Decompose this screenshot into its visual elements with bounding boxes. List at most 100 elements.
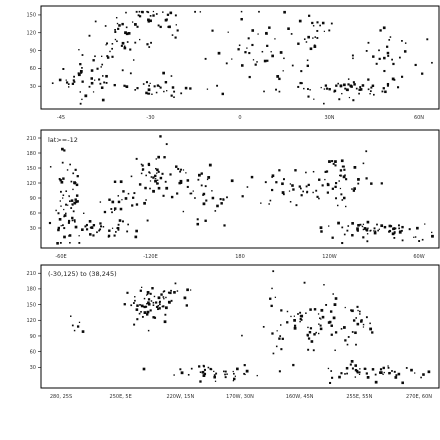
scatter-point <box>370 86 373 89</box>
scatter-point <box>68 195 70 197</box>
scatter-point <box>92 234 95 237</box>
scatter-point <box>374 380 378 384</box>
scatter-point <box>246 47 248 49</box>
scatter-point <box>306 333 309 336</box>
scatter-point <box>90 226 94 229</box>
scatter-point <box>321 184 324 187</box>
scatter-point <box>103 81 106 84</box>
scatter-point <box>70 315 72 317</box>
scatter-point <box>162 71 165 75</box>
scatter-point <box>160 293 163 296</box>
scatter-point <box>142 367 146 371</box>
scatter-point <box>397 372 401 376</box>
scatter-point <box>137 14 140 17</box>
scatter-point <box>169 173 172 176</box>
scatter-point <box>386 84 389 87</box>
scatter-point <box>335 84 338 87</box>
scatter-point <box>352 99 355 102</box>
scatter-point <box>94 20 97 23</box>
scatter-point <box>121 69 124 72</box>
scatter-point <box>179 181 183 184</box>
scatter-point <box>319 324 322 327</box>
scatter-point <box>330 333 333 336</box>
scatter-point <box>303 87 305 90</box>
scatter-point <box>317 332 320 335</box>
scatter-point <box>161 172 164 175</box>
scatter-point <box>81 67 83 69</box>
scatter-point <box>62 68 65 70</box>
scatter-point <box>335 182 338 185</box>
scatter-point <box>168 25 171 29</box>
scatter-point <box>319 24 321 27</box>
scatter-point <box>312 349 315 352</box>
scatter-point <box>150 300 153 302</box>
scatter-point <box>164 180 167 183</box>
scatter-point <box>379 29 382 32</box>
scatter-point <box>244 51 247 54</box>
scatter-point <box>117 228 120 231</box>
scatter-point <box>337 221 340 225</box>
scatter-point <box>72 79 75 82</box>
scatter-point <box>373 231 377 235</box>
x-tick-label: 180 <box>235 254 245 260</box>
scatter-point <box>147 163 151 167</box>
x-tick-label: -30 <box>146 115 154 121</box>
scatter-point <box>414 236 417 238</box>
scatter-point <box>357 224 359 226</box>
scatter-point <box>152 189 155 193</box>
scatter-point <box>224 370 227 373</box>
scatter-point <box>223 370 225 373</box>
scatter-point <box>358 88 361 91</box>
scatter-point <box>393 227 396 229</box>
scatter-point <box>366 220 370 224</box>
scatter-point <box>157 155 160 159</box>
scatter-point <box>130 304 133 307</box>
scatter-point <box>73 329 76 332</box>
scatter-point <box>166 90 168 92</box>
scatter-point <box>318 178 321 181</box>
scatter-point <box>383 56 386 60</box>
scatter-point <box>90 77 94 80</box>
scatter-point <box>240 17 243 21</box>
scatter-point <box>120 44 123 47</box>
y-tick-label: 90 <box>30 48 36 54</box>
scatter-point <box>251 43 254 47</box>
scatter-point <box>115 16 118 19</box>
scatter-point <box>149 180 152 182</box>
scatter-point <box>354 364 358 367</box>
scatter-point <box>72 210 75 213</box>
scatter-point <box>431 61 433 64</box>
scatter-point <box>307 95 310 98</box>
scatter-point <box>386 51 390 55</box>
scatter-point <box>158 85 161 87</box>
scatter-point <box>364 227 366 229</box>
scatter-point <box>213 370 215 373</box>
scatter-point <box>173 291 176 294</box>
scatter-point <box>125 85 129 89</box>
scatter-point <box>332 162 335 165</box>
scatter-point <box>157 24 160 27</box>
scatter-point <box>159 25 162 29</box>
scatter-point <box>155 177 157 180</box>
scatter-point <box>269 297 272 300</box>
scatter-point <box>88 220 92 223</box>
scatter-point <box>221 92 225 96</box>
scatter-point <box>365 316 368 319</box>
scatter-point <box>210 368 213 371</box>
scatter-point <box>202 365 205 368</box>
scatter-point <box>217 51 221 55</box>
scatter-point <box>68 234 72 237</box>
scatter-point <box>260 202 262 204</box>
scatter-point <box>65 81 69 84</box>
scatter-point <box>386 45 389 48</box>
scatter-point <box>403 50 407 53</box>
scatter-point <box>133 323 136 326</box>
scatter-point <box>359 310 361 313</box>
scatter-point <box>58 218 62 221</box>
scatter-point <box>99 201 102 203</box>
scatter-point <box>340 193 343 196</box>
scatter-point <box>290 33 293 35</box>
panel-3-annotation: (-30,125) to (38,245) <box>48 270 117 278</box>
panel-2-frame <box>40 129 440 249</box>
scatter-point <box>213 375 216 379</box>
